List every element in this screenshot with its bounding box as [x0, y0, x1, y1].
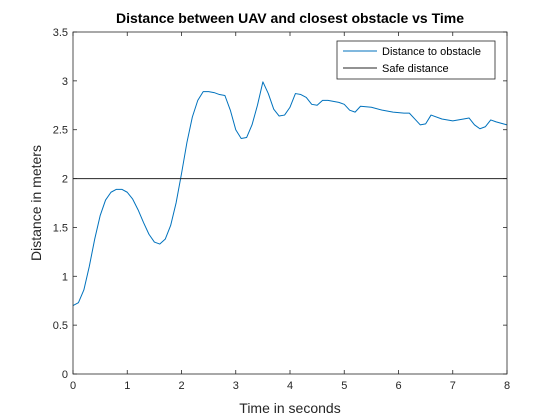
series-line-distance — [72, 81, 508, 307]
legend-label-distance: Distance to obstacle — [382, 46, 481, 58]
y-axis-label: Distance in meters — [28, 145, 44, 261]
x-tick-label: 4 — [287, 380, 293, 392]
legend: Distance to obstacle Safe distance — [336, 40, 496, 80]
y-tick-label: 3 — [62, 76, 68, 88]
plot-area — [73, 32, 507, 374]
y-ticks: 0 0.5 1 1.5 2 2.5 3 3.5 — [53, 27, 507, 381]
x-axis-label: Time in seconds — [239, 400, 340, 416]
x-tick-label: 8 — [504, 380, 510, 392]
y-tick-label: 1.5 — [53, 222, 68, 234]
y-tick-label: 3.5 — [53, 27, 68, 39]
y-tick-label: 2 — [62, 174, 68, 186]
legend-label-safe: Safe distance — [382, 63, 449, 75]
y-tick-label: 2.5 — [53, 125, 68, 137]
y-tick-label: 0.5 — [53, 320, 68, 332]
x-tick-label: 3 — [233, 380, 239, 392]
x-tick-label: 0 — [70, 380, 76, 392]
x-tick-label: 6 — [395, 380, 401, 392]
x-tick-label: 5 — [341, 380, 347, 392]
legend-box — [336, 40, 496, 80]
x-ticks: 0 1 2 3 4 5 6 7 8 — [70, 32, 510, 392]
x-tick-label: 7 — [450, 380, 456, 392]
y-tick-label: 1 — [62, 271, 68, 283]
series-layer — [72, 81, 508, 307]
x-tick-label: 1 — [124, 380, 130, 392]
y-tick-label: 0 — [62, 369, 68, 381]
chart-title: Distance between UAV and closest obstacl… — [116, 10, 464, 26]
x-tick-label: 2 — [178, 380, 184, 392]
